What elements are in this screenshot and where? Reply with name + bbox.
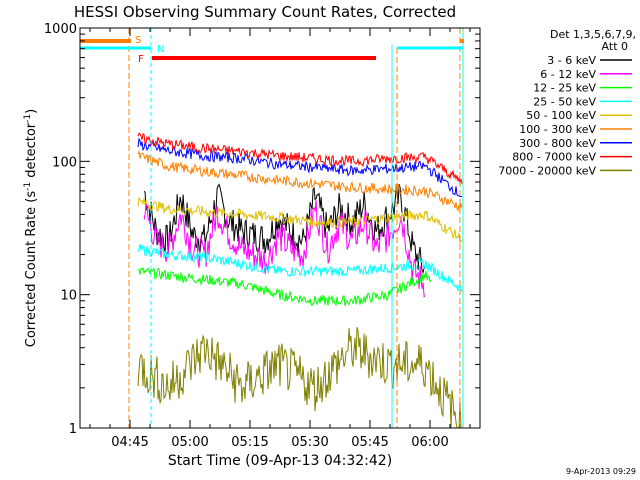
observing-flags: S N F (80, 28, 464, 428)
y-tick-label: 100 (52, 155, 77, 170)
legend-entry-label: 7000 - 20000 keV (498, 164, 596, 177)
y-tick-label: 1 (69, 422, 77, 437)
flag-label: F (138, 54, 144, 65)
y-axis-label-main: Corrected Count Rate (s (24, 191, 39, 348)
x-axis-label: Start Time (09-Apr-13 04:32:42) (168, 453, 392, 469)
legend-entry-label: 100 - 300 keV (519, 123, 596, 136)
y-axis-label-sup2: -1 (23, 114, 33, 123)
series-line (137, 243, 463, 292)
y-axis-label-end: ) (24, 109, 39, 114)
y-axis-label: Corrected Count Rate (s-1 detector-1) (23, 109, 39, 347)
x-tick-label: 06:00 (411, 435, 448, 450)
series-line (137, 149, 463, 212)
y-axis-label-sup1: -1 (23, 182, 33, 191)
series-lines (137, 132, 463, 429)
series-line (143, 199, 426, 298)
series-line (137, 196, 463, 245)
legend-header-line2: Att 0 (602, 40, 628, 53)
flag-label: N (157, 44, 164, 55)
x-tick-label: 04:45 (111, 435, 148, 450)
x-tick-label: 05:45 (351, 435, 388, 450)
legend-entry-label: 25 - 50 keV (533, 95, 596, 108)
legend-entry-label: 50 - 100 keV (526, 109, 596, 122)
x-tick-label: 05:15 (231, 435, 268, 450)
legend-entry-label: 300 - 800 keV (519, 137, 596, 150)
legend-entry-label: 6 - 12 keV (540, 68, 596, 81)
series-line (138, 266, 432, 307)
y-tick-label: 1000 (44, 22, 77, 37)
flag-label: S (135, 35, 141, 46)
legend-entry-label: 800 - 7000 keV (512, 151, 596, 164)
x-tick-label: 05:00 (171, 435, 208, 450)
y-tick-label: 10 (60, 289, 77, 304)
series-line (137, 327, 462, 429)
x-tick-label: 05:30 (291, 435, 328, 450)
y-axis-label-mid: detector (24, 122, 39, 182)
series-line (137, 137, 463, 198)
axis-ticks: 04:45 05:00 05:15 05:30 05:45 06:00 1 10 100 1000 (44, 22, 480, 450)
footer-timestamp: 9-Apr-2013 09:29 (566, 467, 636, 476)
legend-entry-label: 12 - 25 keV (533, 82, 596, 95)
legend-entry-label: 3 - 6 keV (547, 54, 596, 67)
chart-title: HESSI Observing Summary Count Rates, Cor… (74, 3, 456, 21)
legend-header-line1: Det 1,3,5,6,7,9, (550, 28, 636, 41)
series-line (137, 132, 463, 184)
series-line (143, 183, 426, 274)
plot-frame (79, 27, 481, 429)
